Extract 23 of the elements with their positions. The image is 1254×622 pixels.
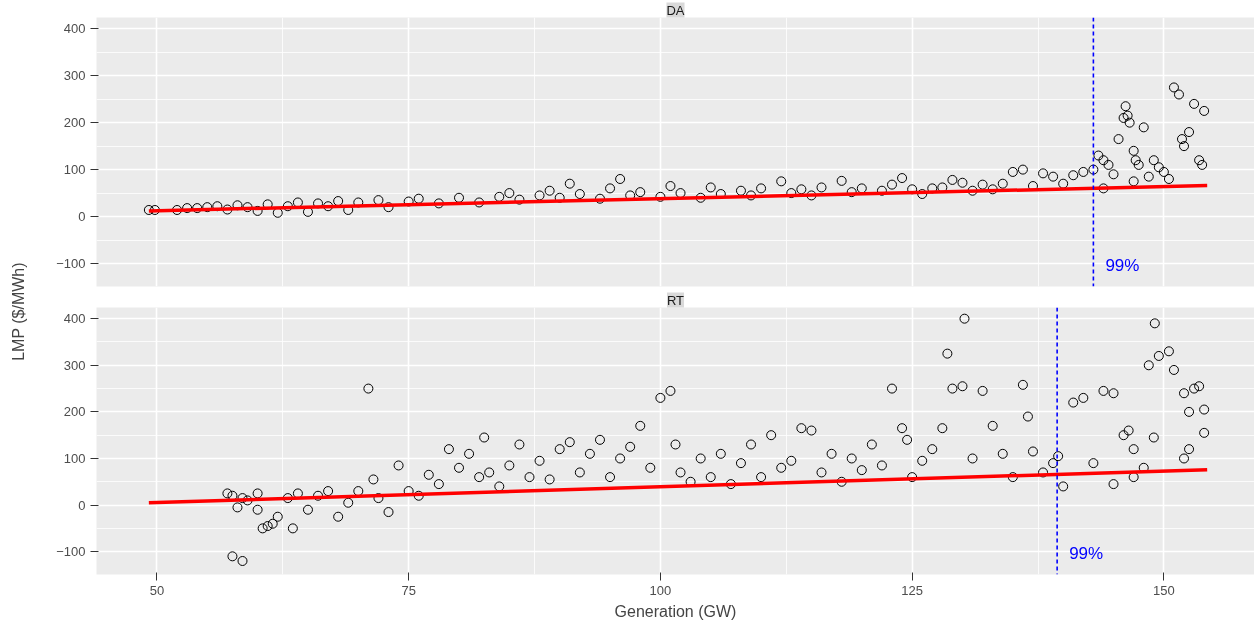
chart-title: DA (666, 2, 685, 18)
y-tick-label: 200 (63, 404, 86, 420)
y-tick-label: 100 (63, 162, 86, 178)
y-tick-label: 300 (63, 357, 86, 373)
y-axis-title: LMP ($/MWh) (10, 262, 27, 361)
x-axis-title: Generation (GW) (614, 602, 737, 620)
y-tick-label: 100 (63, 450, 86, 466)
y-tick-label: −100 (56, 544, 86, 560)
y-tick-label: 0 (78, 497, 86, 513)
annotation: 99% (1069, 544, 1104, 564)
x-tick-label: 100 (649, 582, 672, 598)
x-tick-label: 125 (901, 582, 923, 598)
chart-title: RT (666, 292, 685, 308)
annotation: 99% (1105, 256, 1140, 276)
x-tick-label: 150 (1153, 582, 1175, 598)
x-tick-label: 75 (401, 582, 416, 598)
x-tick-label: 50 (149, 582, 165, 598)
y-tick-label: 400 (63, 21, 86, 37)
y-tick-label: 300 (63, 68, 86, 84)
y-tick-label: −100 (56, 256, 86, 271)
y-tick-label: 200 (63, 115, 86, 131)
y-tick-label: 0 (78, 209, 86, 225)
y-tick-label: 400 (63, 311, 86, 327)
